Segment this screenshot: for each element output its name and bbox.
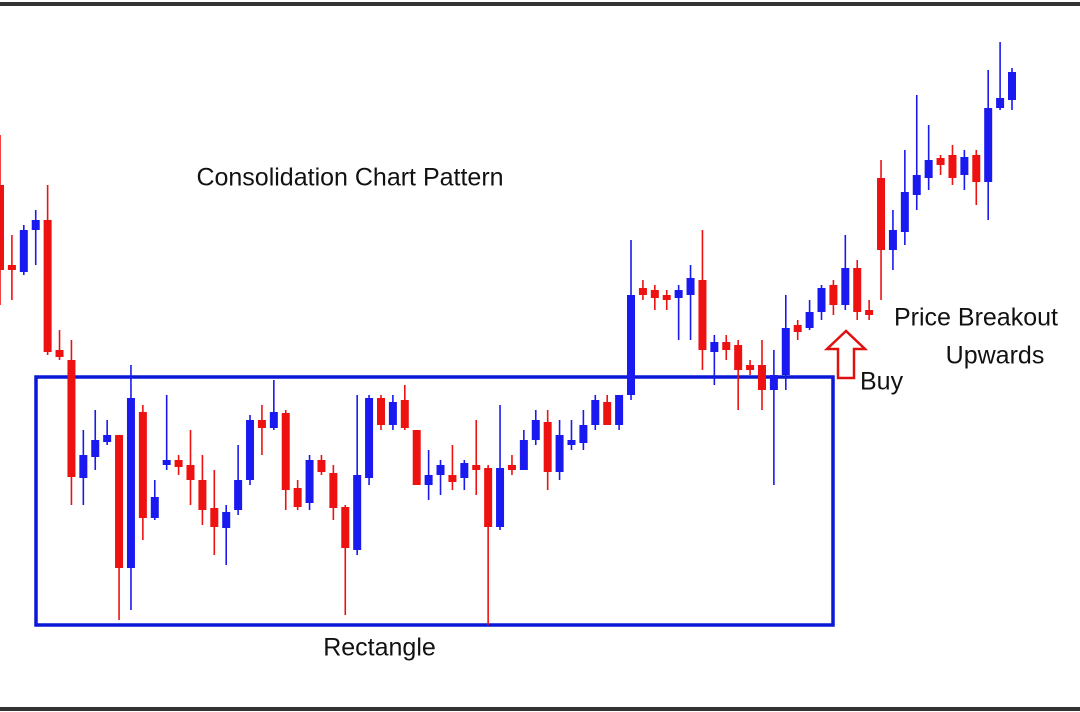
candle-body xyxy=(757,365,766,390)
candle-body xyxy=(591,400,600,425)
candle-body xyxy=(281,413,290,490)
candle-body xyxy=(305,460,314,503)
candle-body xyxy=(781,328,790,375)
candle-body xyxy=(246,420,255,480)
candle-body xyxy=(376,398,385,425)
candle-body xyxy=(329,473,338,508)
candle-body xyxy=(234,480,243,510)
candle-body xyxy=(436,465,445,475)
candle-body xyxy=(555,435,564,472)
candle-body xyxy=(900,192,909,232)
candle-body xyxy=(19,230,28,272)
candle-body xyxy=(365,398,374,478)
candle-body xyxy=(186,465,195,480)
candle-body xyxy=(793,325,802,332)
annotation: Price Breakout xyxy=(894,304,1058,332)
candle-body xyxy=(341,507,350,548)
candle-body xyxy=(412,430,421,485)
candle-body xyxy=(460,463,469,478)
candle-body xyxy=(269,412,278,428)
candle-body xyxy=(91,440,100,457)
candle-body xyxy=(1008,72,1016,100)
candle-body xyxy=(7,265,16,270)
buy-arrow xyxy=(823,329,869,380)
candle-body xyxy=(948,155,957,178)
candle-body xyxy=(936,158,945,165)
candle-body xyxy=(996,98,1005,108)
candle-body xyxy=(138,412,147,518)
rectangle-label: Rectangle xyxy=(323,634,436,662)
candle-body xyxy=(519,440,528,470)
candle-body xyxy=(865,310,874,315)
candle-body xyxy=(174,460,183,467)
candle-body xyxy=(424,475,433,485)
candle-body xyxy=(674,290,683,298)
candle-body xyxy=(31,220,40,230)
candle-body xyxy=(888,230,897,250)
candle-body xyxy=(210,508,219,527)
candle-body xyxy=(734,345,743,370)
candle-body xyxy=(55,350,64,357)
candle-body xyxy=(686,278,695,295)
candle-body xyxy=(924,160,933,178)
candle-body xyxy=(400,400,409,428)
candle-body xyxy=(448,475,457,482)
candle-body xyxy=(662,295,671,300)
candle-body xyxy=(841,268,850,305)
candle-body xyxy=(0,185,4,270)
candle-body xyxy=(293,488,302,507)
candle-body xyxy=(650,290,659,298)
candle-body xyxy=(567,440,576,445)
candle-body xyxy=(710,342,719,352)
candle-body xyxy=(627,295,636,395)
candle-body xyxy=(960,157,969,175)
candle-body xyxy=(67,360,76,477)
candle-body xyxy=(150,497,159,518)
candle-body xyxy=(353,475,362,550)
candle-body xyxy=(912,175,921,195)
candle-body xyxy=(222,512,231,528)
annotation: Buy xyxy=(860,368,904,396)
candle-body xyxy=(615,395,624,425)
candle-body xyxy=(829,285,838,305)
consolidation-rectangle xyxy=(34,375,835,627)
candle-body xyxy=(103,435,112,442)
candle-body xyxy=(317,460,326,472)
candle-body xyxy=(79,455,88,478)
candle-body xyxy=(877,178,886,250)
candle-body xyxy=(972,155,981,182)
chart-title: Consolidation Chart Pattern xyxy=(196,164,503,192)
candle-body xyxy=(472,465,481,470)
candle-body xyxy=(43,220,52,352)
candle-body xyxy=(388,402,397,425)
candle-body xyxy=(115,435,124,568)
candle-body xyxy=(984,108,993,182)
candle-body xyxy=(543,422,552,472)
candle-body xyxy=(496,468,505,527)
candle-body xyxy=(769,375,778,390)
candle-body xyxy=(805,312,814,328)
candle-body xyxy=(817,288,826,312)
candle-body xyxy=(746,365,755,370)
annotation: Upwards xyxy=(946,342,1045,370)
candle-body xyxy=(638,288,647,295)
candle-body xyxy=(484,468,493,527)
candle-body xyxy=(162,460,171,465)
candle-body xyxy=(531,420,540,440)
candle-body xyxy=(698,280,707,350)
candle-body xyxy=(257,420,266,428)
candle-body xyxy=(126,398,135,568)
candle-body xyxy=(198,480,207,510)
candle-body xyxy=(853,268,862,312)
candle-body xyxy=(507,465,516,470)
candle-body xyxy=(579,425,588,443)
candle-body xyxy=(722,342,731,350)
candle-body xyxy=(603,402,612,425)
